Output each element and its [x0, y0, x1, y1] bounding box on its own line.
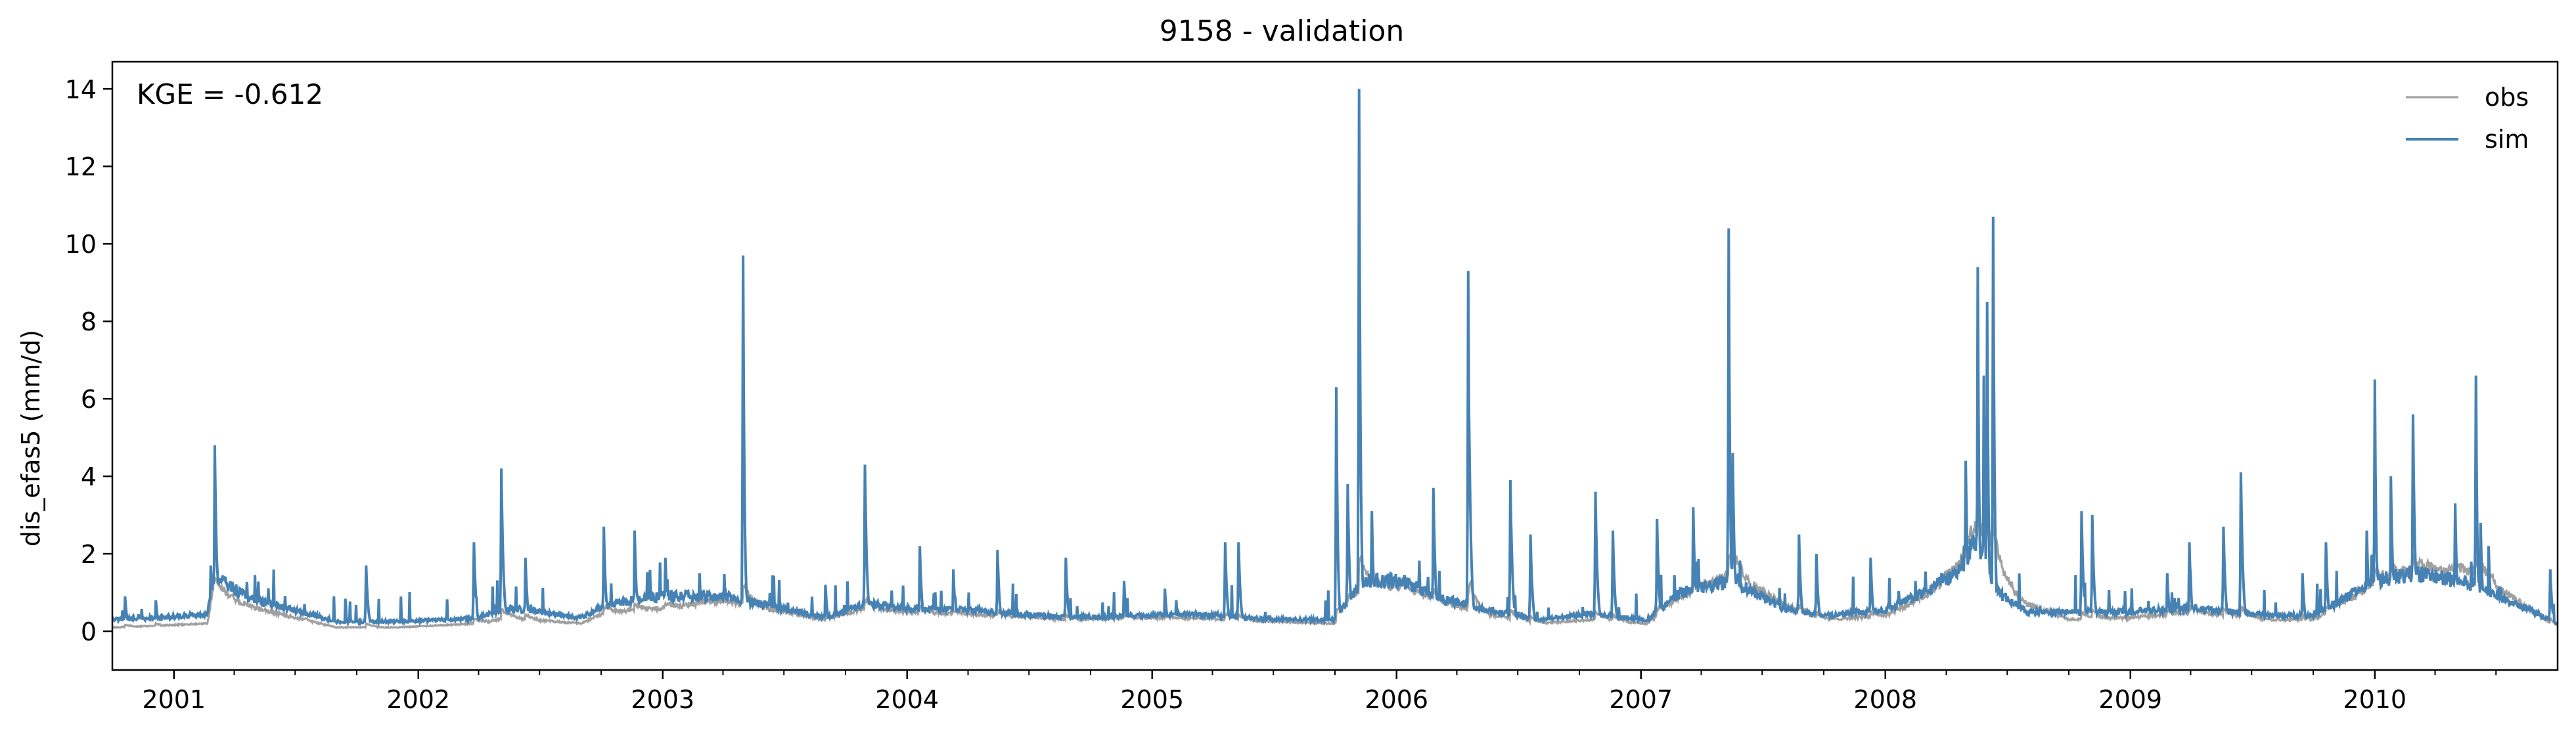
y-tick-label: 2 — [81, 540, 97, 569]
chart-title: 9158 - validation — [1160, 14, 1404, 48]
legend: obs sim — [2406, 83, 2529, 154]
y-tick-label: 6 — [81, 385, 97, 414]
x-axis: 2001 2002 2003 2004 2005 2006 2007 2008 2009 2010 — [142, 670, 2497, 714]
y-tick-label: 12 — [65, 152, 97, 181]
legend-label-obs: obs — [2485, 83, 2529, 112]
y-tick-label: 8 — [81, 307, 97, 336]
x-tick-label: 2008 — [1853, 685, 1917, 714]
x-tick-label: 2001 — [142, 685, 206, 714]
y-axis: 0 2 4 6 8 10 12 14 — [65, 75, 112, 646]
x-tick-label: 2007 — [1609, 685, 1673, 714]
x-tick-label: 2009 — [2098, 685, 2162, 714]
series-sim-line — [112, 89, 2558, 628]
y-axis-label: dis_efas5 (mm/d) — [16, 330, 45, 547]
x-tick-label: 2006 — [1365, 685, 1428, 714]
series-obs-line — [112, 505, 2558, 630]
y-tick-label: 14 — [65, 75, 97, 104]
kge-annotation: KGE = -0.612 — [137, 78, 323, 110]
y-tick-label: 10 — [65, 230, 97, 259]
x-tick-label: 2003 — [631, 685, 694, 714]
x-tick-label: 2005 — [1120, 685, 1184, 714]
x-tick-label: 2010 — [2343, 685, 2407, 714]
plot-area — [112, 89, 2558, 630]
y-tick-label: 0 — [81, 617, 97, 646]
x-tick-label: 2004 — [875, 685, 939, 714]
x-tick-label: 2002 — [386, 685, 450, 714]
legend-label-sim: sim — [2485, 125, 2529, 154]
y-tick-label: 4 — [81, 462, 97, 491]
